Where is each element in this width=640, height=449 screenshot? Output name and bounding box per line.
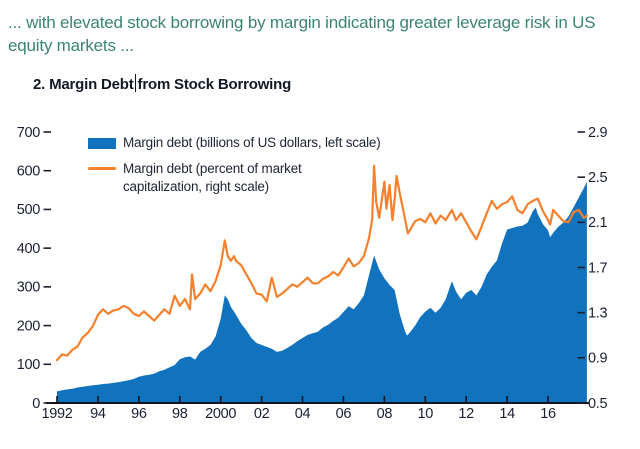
svg-text:400: 400 — [17, 241, 41, 257]
svg-text:94: 94 — [90, 406, 106, 422]
text-cursor — [134, 74, 136, 92]
svg-text:2000: 2000 — [205, 406, 236, 422]
svg-text:1.3: 1.3 — [588, 305, 607, 321]
svg-text:2.5: 2.5 — [588, 170, 607, 186]
x-axis: 1992 94 96 98 2000 02 04 06 08 10 12 14 16 — [41, 396, 589, 422]
left-axis: 0 100 200 300 400 500 600 700 — [17, 125, 51, 412]
svg-text:12: 12 — [458, 406, 474, 422]
orange-line-series — [55, 164, 588, 362]
svg-text:100: 100 — [17, 357, 41, 373]
chart-legend: Margin debt (billions of US dollars, lef… — [88, 134, 448, 196]
svg-text:96: 96 — [131, 406, 147, 422]
svg-text:2.1: 2.1 — [588, 215, 607, 231]
svg-text:1992: 1992 — [41, 406, 72, 422]
svg-text:1.7: 1.7 — [588, 260, 607, 276]
svg-text:200: 200 — [17, 318, 41, 334]
blue-area-swatch-icon — [88, 137, 116, 149]
legend-item-margin-debt-dollars: Margin debt (billions of US dollars, lef… — [88, 134, 448, 152]
svg-text:02: 02 — [254, 406, 270, 422]
orange-line-swatch-icon — [88, 167, 116, 170]
lead-caption: ... with elevated stock borrowing by mar… — [8, 13, 596, 55]
svg-text:0.5: 0.5 — [588, 396, 607, 412]
svg-text:0: 0 — [32, 396, 40, 412]
chart-title[interactable]: 2. Margin Debt from Stock Borrowing — [33, 74, 291, 93]
right-axis: 0.5 0.9 1.3 1.7 2.1 2.5 2.9 — [577, 125, 608, 412]
svg-text:0.9: 0.9 — [588, 351, 607, 367]
svg-text:06: 06 — [336, 406, 352, 422]
svg-text:600: 600 — [17, 164, 41, 180]
svg-text:04: 04 — [295, 406, 311, 422]
svg-text:14: 14 — [499, 406, 515, 422]
svg-text:300: 300 — [17, 280, 41, 296]
svg-text:500: 500 — [17, 202, 41, 218]
legend-label-percent: Margin debt (percent of market capitaliz… — [123, 161, 302, 194]
chart-title-after-cursor: from Stock Borrowing — [137, 76, 292, 93]
svg-text:16: 16 — [540, 406, 556, 422]
svg-text:700: 700 — [17, 125, 41, 141]
chart-title-before-cursor: 2. Margin Debt — [33, 76, 134, 93]
svg-text:98: 98 — [172, 406, 188, 422]
blue-area-series — [57, 181, 587, 403]
legend-label-dollars: Margin debt (billions of US dollars, lef… — [123, 135, 381, 151]
svg-text:2.9: 2.9 — [588, 125, 607, 141]
svg-text:10: 10 — [418, 406, 434, 422]
legend-item-margin-debt-percent: Margin debt (percent of market capitaliz… — [88, 160, 448, 196]
svg-text:08: 08 — [377, 406, 393, 422]
